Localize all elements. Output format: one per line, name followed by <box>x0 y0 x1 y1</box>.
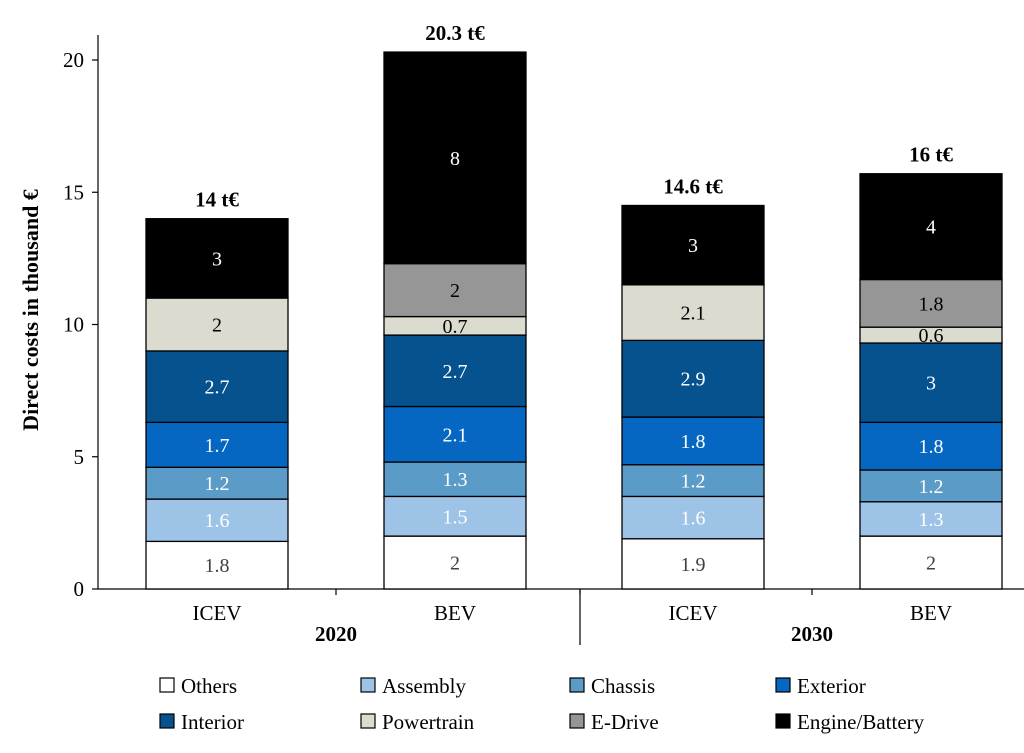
bar-segment-others <box>145 540 289 590</box>
legend-swatch <box>569 713 585 729</box>
legend-item: Others <box>159 674 237 698</box>
data-label: 0.6 <box>919 325 944 347</box>
bar-segment-e-drive <box>383 263 527 318</box>
legend-swatch <box>360 713 376 729</box>
data-label: 1.5 <box>443 506 468 528</box>
legend-item: Engine/Battery <box>775 710 925 734</box>
legend-label: Powertrain <box>382 710 475 734</box>
data-label: 1.2 <box>681 471 706 493</box>
bar-segment-assembly <box>621 495 765 540</box>
x-tick-label: BEV <box>434 601 476 625</box>
legend-swatch <box>159 713 175 729</box>
data-label: 4 <box>926 217 936 239</box>
data-label: 0.7 <box>443 316 468 338</box>
data-label: 1.3 <box>443 469 468 491</box>
data-label: 1.2 <box>205 473 230 495</box>
group-label: 2020 <box>315 622 357 646</box>
x-tick-label: BEV <box>910 601 952 625</box>
y-tick-label: 20 <box>63 48 84 72</box>
total-label: 16 t€ <box>909 143 953 167</box>
bar-segment-engine-battery <box>621 204 765 286</box>
bar-segment-exterior <box>859 421 1003 471</box>
data-label: 1.8 <box>919 436 944 458</box>
total-label: 14.6 t€ <box>663 174 723 198</box>
bar-segment-others <box>859 535 1003 590</box>
bar-segment-assembly <box>859 501 1003 537</box>
data-label: 1.2 <box>919 476 944 498</box>
data-label: 1.6 <box>205 510 230 532</box>
legend-label: Interior <box>181 710 244 734</box>
bar-segment-chassis <box>383 461 527 498</box>
y-tick-label: 5 <box>74 445 85 469</box>
data-label: 8 <box>450 148 460 170</box>
bar-segment-exterior <box>383 405 527 463</box>
legend-swatch <box>569 677 585 693</box>
y-axis-label: Direct costs in thousand € <box>18 189 43 431</box>
legend-label: Assembly <box>382 674 467 698</box>
bar-segment-engine-battery <box>145 218 289 299</box>
legend-item: Chassis <box>569 674 655 698</box>
data-label: 2 <box>212 315 222 337</box>
bar-segment-engine-battery <box>859 173 1003 281</box>
data-label: 1.8 <box>919 293 944 315</box>
data-label: 1.8 <box>681 431 706 453</box>
x-axis-labels: ICEV BEV ICEV BEV 2020 2030 <box>193 601 953 646</box>
data-label: 1.9 <box>681 554 706 576</box>
legend-item: Exterior <box>775 674 866 698</box>
legend-swatch <box>775 677 791 693</box>
data-label: 2.7 <box>443 361 468 383</box>
legend-label: E-Drive <box>591 710 659 734</box>
data-label: 2.9 <box>681 369 706 391</box>
legend-item: E-Drive <box>569 710 659 734</box>
data-label: 2.7 <box>205 377 230 399</box>
bar-segment-powertrain <box>621 284 765 342</box>
data-label: 3 <box>688 235 698 257</box>
data-label: 2 <box>926 553 936 575</box>
bar-segment-engine-battery <box>383 51 527 265</box>
x-tick-label: ICEV <box>193 601 242 625</box>
legend-label: Engine/Battery <box>797 710 925 734</box>
bar-segment-chassis <box>621 464 765 498</box>
bar-segment-chassis <box>145 466 289 500</box>
legend-swatch <box>360 677 376 693</box>
data-label: 3 <box>212 248 222 270</box>
bar-segment-interior <box>621 339 765 418</box>
bar-segment-powertrain <box>145 297 289 352</box>
bar-segment-e-drive <box>859 278 1003 328</box>
y-tick-label: 0 <box>74 577 85 601</box>
legend-item: Assembly <box>360 674 467 698</box>
y-tick-label: 15 <box>63 180 84 204</box>
bar-segment-assembly <box>383 495 527 537</box>
legend-item: Interior <box>159 710 244 734</box>
x-tick-label: ICEV <box>669 601 718 625</box>
legend-label: Exterior <box>797 674 866 698</box>
data-label: 1.8 <box>205 555 230 577</box>
legend-item: Powertrain <box>360 710 475 734</box>
legend: Others Assembly Chassis Exterior Interior Pow… <box>159 674 925 734</box>
bars: 1.8 1.6 1.2 1.7 2.7 2 3 14 t€ 2 1.5 1.3 2.1 2.7 0.7 2 8… <box>145 21 1003 590</box>
bar-segment-exterior <box>621 416 765 466</box>
legend-swatch <box>159 677 175 693</box>
y-tick-label: 10 <box>63 313 84 337</box>
bar-segment-others <box>383 535 527 590</box>
data-label: 2.1 <box>681 303 706 325</box>
bar-segment-interior <box>859 342 1003 424</box>
data-label: 1.3 <box>919 509 944 531</box>
data-label: 1.6 <box>681 508 706 530</box>
legend-label: Chassis <box>591 674 655 698</box>
data-label: 3 <box>926 373 936 395</box>
legend-swatch <box>775 713 791 729</box>
data-label: 2 <box>450 553 460 575</box>
data-label: 1.7 <box>205 435 230 457</box>
total-label: 20.3 t€ <box>425 21 485 45</box>
data-label: 2 <box>450 280 460 302</box>
data-label: 2.1 <box>443 424 468 446</box>
group-label: 2030 <box>791 622 833 646</box>
legend-label: Others <box>181 674 237 698</box>
total-label: 14 t€ <box>195 188 239 212</box>
